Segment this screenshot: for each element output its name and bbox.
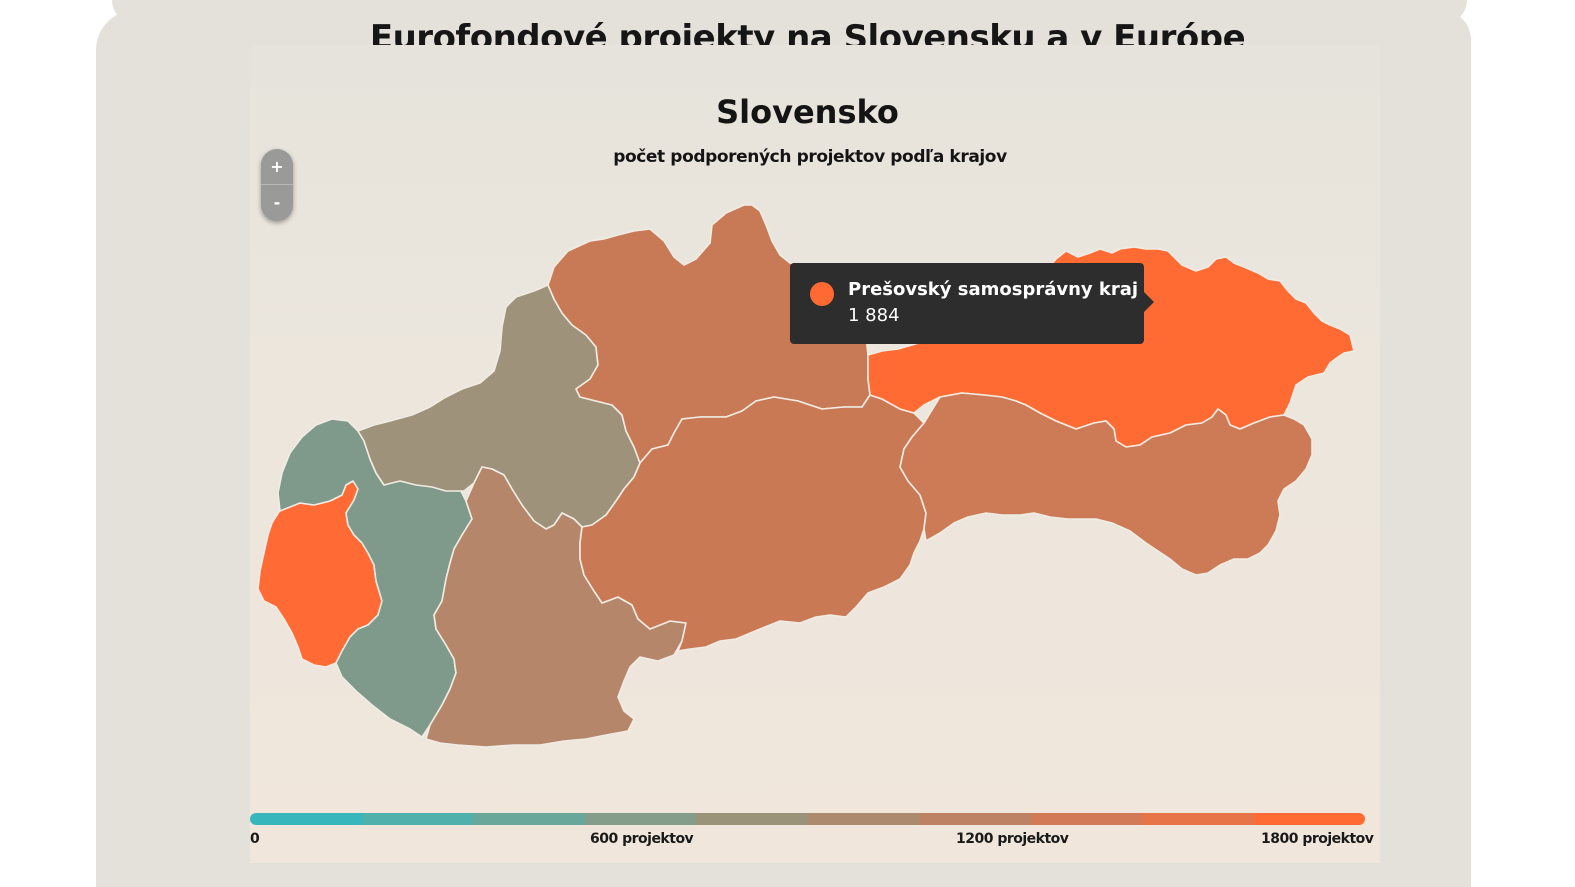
legend-segment [919, 813, 1031, 825]
tooltip-region-value: 1 884 [848, 305, 900, 326]
legend-segment [361, 813, 473, 825]
map-title: Slovensko [716, 93, 899, 131]
legend-color-scale [250, 813, 1365, 825]
legend-label-600: 600 projektov [590, 831, 694, 847]
legend-segment [696, 813, 808, 825]
legend-label-1800: 1800 projektov [1261, 831, 1374, 847]
legend-label-1200: 1200 projektov [956, 831, 1069, 847]
region-tooltip: Prešovský samosprávny kraj 1 884 [790, 263, 1154, 344]
region-kosice[interactable] [899, 392, 1313, 576]
slovakia-map [257, 204, 1355, 748]
tooltip-region-name: Prešovský samosprávny kraj [848, 279, 1139, 300]
legend-segment [807, 813, 919, 825]
legend-segment [473, 813, 585, 825]
region-banska-bystrica[interactable] [579, 394, 927, 652]
legend-segment [1253, 813, 1365, 825]
tooltip-arrow [1144, 292, 1154, 312]
legend-segment [584, 813, 696, 825]
legend-segment [1030, 813, 1142, 825]
legend-segment [1142, 813, 1254, 825]
tooltip-color-dot [810, 282, 834, 306]
region-nitra[interactable] [425, 466, 687, 748]
zoom-control: + - [261, 149, 293, 221]
map-subtitle: počet podporených projektov podľa krajov [613, 147, 1007, 167]
zoom-out-button[interactable]: - [273, 193, 281, 212]
zoom-in-button[interactable]: + [261, 149, 293, 185]
map-panel: Slovensko počet podporených projektov po… [250, 45, 1380, 863]
legend-label-0: 0 [250, 831, 260, 847]
legend-segment [250, 813, 362, 825]
